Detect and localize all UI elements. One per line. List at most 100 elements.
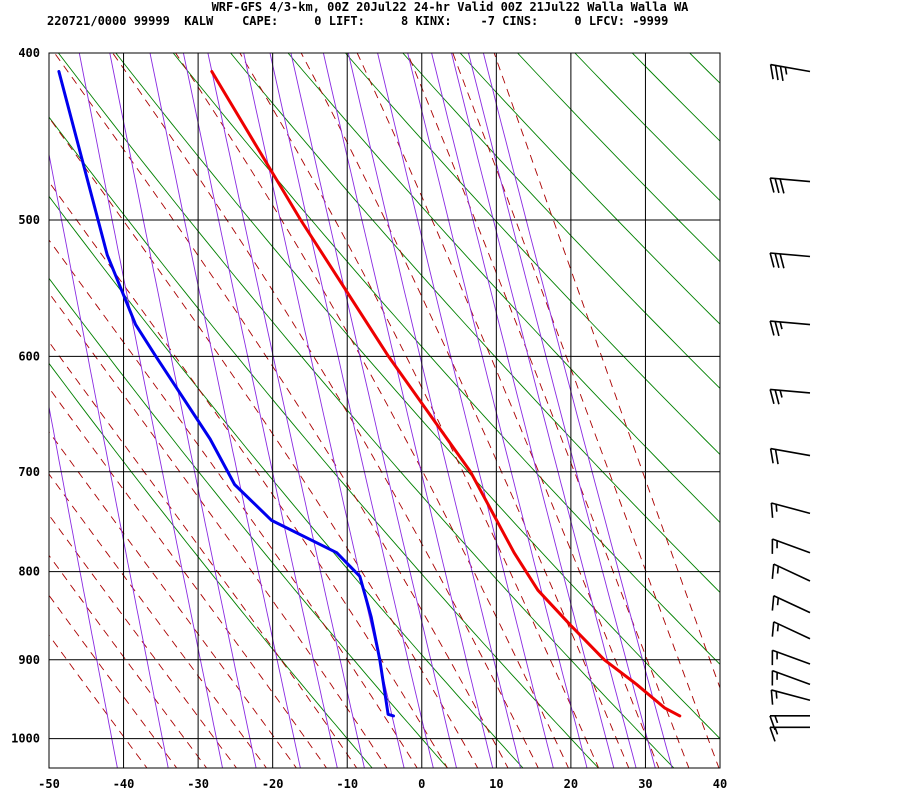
moist-adiabat <box>49 634 148 768</box>
barb-feather <box>774 449 779 465</box>
mixing-ratio-line <box>322 53 494 768</box>
barb-staff <box>771 689 811 702</box>
barb-staff <box>773 563 811 582</box>
dry-adiabat <box>402 53 720 390</box>
wind-barb <box>769 63 811 82</box>
moist-adiabat <box>112 53 539 768</box>
barb-half-feather <box>776 597 780 606</box>
dry-adiabat <box>115 53 720 740</box>
y-tick-label: 900 <box>18 653 40 667</box>
wind-barb <box>769 388 811 405</box>
mixing-ratio-line <box>407 53 588 768</box>
barb-staff <box>770 320 811 326</box>
barb-staff <box>770 447 811 457</box>
barb-feather <box>769 177 775 193</box>
wind-barb <box>769 726 810 742</box>
mixing-ratio-line <box>207 53 365 768</box>
y-tick-label: 800 <box>18 565 40 579</box>
barb-feather <box>769 727 776 742</box>
moist-adiabat <box>49 116 479 768</box>
barb-feather <box>771 621 775 637</box>
dry-adiabat <box>172 53 720 665</box>
dry-adiabat <box>230 53 720 594</box>
moist-adiabat <box>175 53 569 768</box>
dry-adiabat <box>574 53 720 202</box>
barb-feather <box>774 178 780 194</box>
y-tick-label: 500 <box>18 213 40 227</box>
dry-adiabat <box>689 53 720 84</box>
barb-staff <box>772 538 811 554</box>
barb-feather <box>771 595 775 611</box>
wind-barb <box>769 177 811 194</box>
dry-adiabat <box>878 15 900 783</box>
mixing-ratio-line <box>431 53 615 768</box>
moist-adiabat <box>49 181 448 768</box>
y-tick-label: 400 <box>18 46 40 60</box>
dry-adiabat <box>49 195 524 768</box>
barb-staff <box>770 63 811 73</box>
barb-half-feather <box>776 566 780 574</box>
wind-barb <box>771 563 811 582</box>
dry-adiabat <box>708 15 900 783</box>
barb-half-feather <box>774 715 779 724</box>
dry-adiabat <box>344 53 720 456</box>
mixing-ratio-line <box>347 53 521 768</box>
dry-adiabat <box>821 15 900 783</box>
dry-adiabat <box>49 362 373 768</box>
wind-barb <box>769 252 811 269</box>
moist-adiabat <box>49 292 388 768</box>
barb-feather <box>774 321 780 337</box>
y-tick-label: 600 <box>18 349 40 363</box>
barb-feather <box>779 178 785 194</box>
plot-frame <box>48 52 721 769</box>
moist-adiabat <box>406 53 690 768</box>
barb-half-feather <box>774 727 779 735</box>
dry-adiabat <box>49 277 449 768</box>
barb-staff <box>773 594 811 614</box>
barb-half-feather <box>779 321 783 330</box>
moist-adiabat <box>49 473 267 768</box>
barb-feather <box>779 253 785 269</box>
x-tick-label: 10 <box>489 777 503 791</box>
temperature-profile <box>210 70 682 718</box>
dry-adiabat <box>49 116 600 768</box>
mixing-ratio-line <box>109 53 257 768</box>
wind-barb <box>771 649 811 666</box>
mixing-ratio-line <box>182 53 338 768</box>
barb-feather <box>769 448 774 464</box>
barb-feather <box>769 252 775 268</box>
moist-adiabat <box>239 53 600 768</box>
barb-feather <box>769 320 775 336</box>
barb-half-feather <box>775 504 778 512</box>
moist-adiabat <box>49 239 418 768</box>
x-tick-label: -20 <box>262 777 284 791</box>
barb-feather <box>771 563 775 579</box>
barb-half-feather <box>779 390 783 398</box>
barb-staff <box>770 388 811 394</box>
x-tick-label: 0 <box>418 777 425 791</box>
x-tick-label: -40 <box>113 777 135 791</box>
mixing-ratio-line <box>49 404 118 768</box>
dewpoint-profile <box>57 70 395 718</box>
mixing-ratio-line <box>290 53 457 768</box>
barb-feather <box>774 253 780 269</box>
dry-adiabat <box>459 53 720 325</box>
barb-staff <box>773 621 811 640</box>
x-tick-label: 20 <box>564 777 578 791</box>
wind-barb <box>771 621 811 640</box>
dry-adiabat <box>57 53 675 768</box>
barb-feather <box>770 689 774 705</box>
moist-adiabat <box>49 341 358 768</box>
barb-feather <box>770 502 774 518</box>
sounding-indices: 220721/0000 99999 KALW CAPE: 0 LIFT: 8 K… <box>47 14 669 28</box>
barb-staff <box>771 502 811 515</box>
moist-adiabat <box>300 53 630 768</box>
wind-barb <box>769 447 811 465</box>
barb-feather <box>769 64 774 80</box>
wind-barb <box>769 320 811 337</box>
moist-adiabat <box>493 53 720 690</box>
barb-feather <box>769 389 775 405</box>
mixing-ratio-line <box>243 53 405 768</box>
barb-staff <box>772 649 811 665</box>
